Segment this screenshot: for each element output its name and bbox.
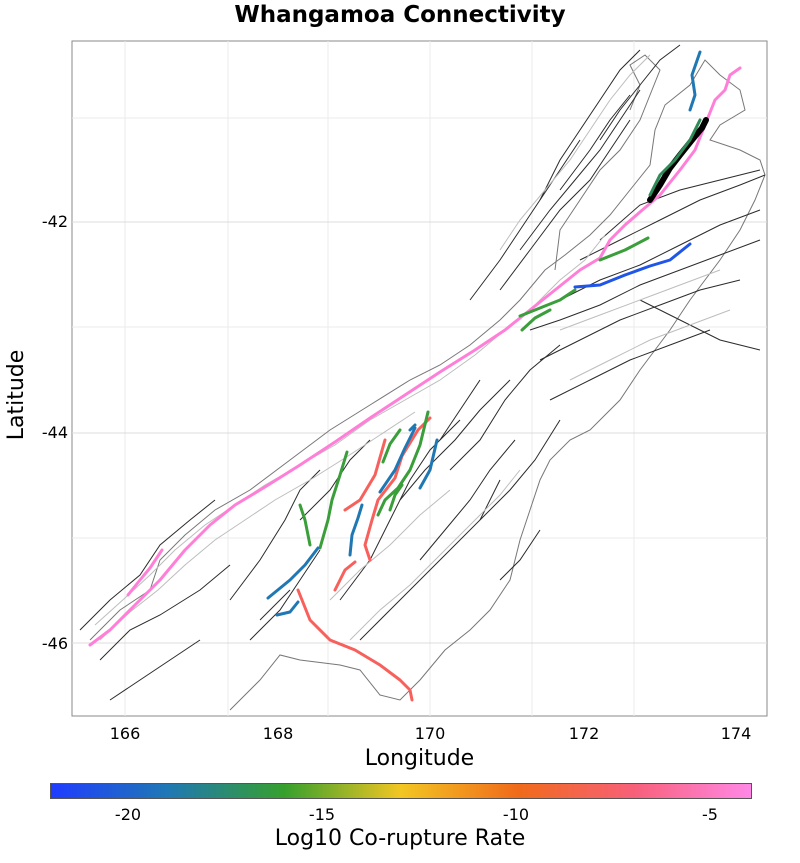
x-tick-166: 166 — [109, 724, 141, 743]
coastline — [89, 59, 766, 711]
y-tick-42: -42 — [41, 212, 68, 231]
rupture-clarence — [598, 236, 650, 262]
chart-title: Whangamoa Connectivity — [234, 2, 566, 28]
y-tick-46: -46 — [41, 634, 68, 653]
rupture-nevis — [266, 546, 320, 600]
rupture-dunstan — [343, 438, 387, 512]
y-axis-label-wrap: Latitude — [4, 350, 34, 441]
x-tick-170: 170 — [414, 724, 446, 743]
rupture-hope — [518, 288, 577, 318]
y-tick-44: -44 — [41, 423, 68, 442]
colorbar-tick-10: -10 — [502, 805, 530, 824]
rupture-blue-b — [378, 426, 417, 494]
rupture-green-c — [388, 483, 404, 512]
rupture-nevis2 — [275, 600, 300, 617]
rupture-wairau — [573, 242, 692, 289]
rupture-awatere — [648, 118, 702, 197]
rupture-blue-d — [408, 423, 417, 432]
rupture-patches — [94, 54, 731, 641]
coastline-north — [554, 54, 661, 271]
x-tick-168: 168 — [262, 724, 294, 743]
x-tick-172: 172 — [568, 724, 600, 743]
x-axis-label: Longitude — [364, 746, 475, 771]
rupture-rough-ridge — [363, 416, 432, 562]
rupture-blue-a — [348, 503, 364, 557]
rupture-pisa — [296, 588, 414, 702]
rupture-alpine-south — [126, 548, 164, 597]
rupture-green-b — [381, 428, 402, 464]
y-axis-label: Latitude — [4, 349, 29, 441]
plot-panel — [71, 40, 768, 717]
colorbar-tick-5: -5 — [702, 805, 718, 824]
colorbar-label: Log10 Co-rupture Rate — [274, 826, 526, 851]
x-tick-174: 174 — [720, 724, 752, 743]
rupture-pukaki — [318, 450, 349, 550]
colorbar-tick-20: -20 — [114, 805, 142, 824]
rupture-hope2 — [520, 308, 552, 332]
rupture-ostler — [298, 503, 312, 547]
rupture-awatere-north — [688, 50, 702, 112]
rupture-alpine — [88, 66, 742, 647]
colorbar — [50, 783, 752, 799]
co-ruptures — [88, 50, 742, 702]
rupture-dunstan2 — [333, 560, 357, 592]
rupture-green-a — [376, 410, 430, 517]
colorbar-tick-15: -15 — [308, 805, 336, 824]
fault-network — [79, 44, 766, 701]
rupture-blue-c — [418, 438, 439, 490]
